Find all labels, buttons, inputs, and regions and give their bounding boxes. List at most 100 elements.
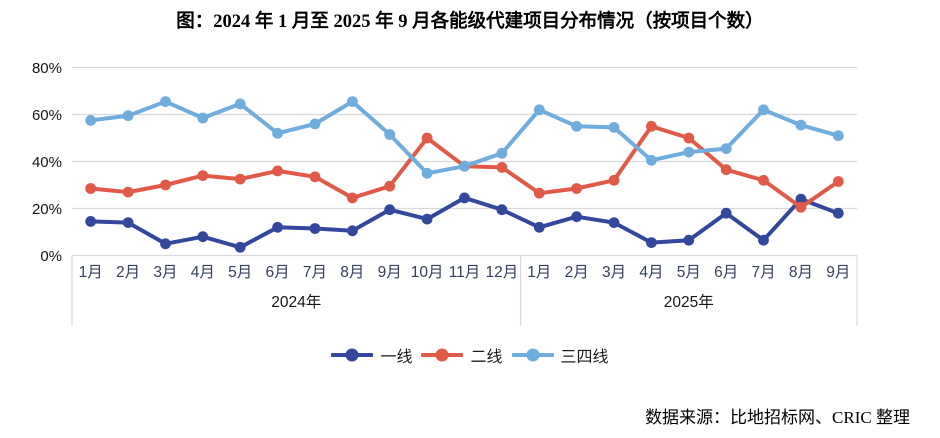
data-point-tier-3-4: [832, 130, 844, 142]
data-point-tier-1: [421, 213, 433, 225]
data-point-tier-1: [758, 234, 769, 246]
x-axis-month-label: 10月: [411, 264, 444, 281]
x-axis-month-label: 8月: [789, 264, 813, 281]
data-point-tier-2: [197, 170, 209, 182]
data-point-tier-1: [384, 204, 396, 216]
data-point-tier-1: [122, 217, 134, 229]
data-point-tier-3-4: [496, 147, 508, 159]
data-point-tier-2: [832, 176, 844, 187]
data-point-tier-1: [795, 193, 807, 205]
data-point-tier-1: [309, 223, 321, 234]
x-axis-year-label: 2025年: [664, 293, 714, 311]
data-point-tier-3-4: [646, 154, 657, 166]
data-point-tier-3-4: [533, 104, 545, 116]
data-point-tier-3-4: [272, 127, 283, 139]
data-point-tier-2: [533, 187, 545, 199]
legend-marker-tier-2: [421, 348, 464, 362]
data-point-tier-2: [795, 201, 807, 213]
x-axis-month-label: 12月: [486, 264, 519, 281]
data-point-tier-2: [720, 164, 732, 176]
data-point-tier-3-4: [571, 120, 582, 132]
x-axis-year-label: 2024年: [271, 293, 321, 311]
data-point-tier-1: [646, 237, 657, 249]
legend-item-tier-3-4: 三四线: [511, 343, 609, 367]
data-point-tier-3-4: [347, 96, 358, 107]
y-axis-tick-label: 40%: [32, 154, 62, 171]
y-axis-tick-label: 60%: [32, 107, 62, 124]
legend-marker-tier-1: [331, 348, 374, 362]
data-point-tier-2: [85, 183, 97, 194]
data-point-tier-2: [160, 179, 171, 191]
data-point-tier-3-4: [122, 110, 134, 122]
data-point-tier-1: [272, 221, 283, 233]
data-point-tier-3-4: [85, 115, 97, 126]
data-point-tier-1: [720, 207, 732, 219]
legend-label-tier-2: 二线: [470, 349, 503, 366]
x-axis-month-label: 11月: [449, 264, 481, 281]
data-point-tier-3-4: [758, 104, 769, 116]
data-point-tier-2: [496, 162, 508, 173]
chart-title: 图：2024 年 1 月至 2025 年 9 月各能级代建项目分布情况（按项目个…: [176, 12, 764, 32]
data-point-tier-2: [608, 174, 620, 186]
data-point-tier-2: [122, 186, 134, 198]
data-point-tier-3-4: [459, 160, 470, 172]
data-point-tier-3-4: [234, 98, 246, 110]
data-point-tier-3-4: [421, 167, 433, 179]
data-point-tier-1: [234, 241, 246, 253]
data-point-tier-3-4: [608, 122, 620, 133]
data-point-tier-2: [421, 132, 433, 144]
x-axis-month-label: 8月: [340, 264, 364, 281]
legend-marker-tier-3-4: [511, 348, 554, 362]
data-point-tier-2: [646, 120, 657, 132]
x-axis-month-label: 7月: [303, 264, 327, 281]
legend-label-tier-1: 一线: [380, 349, 413, 366]
x-axis-month-label: 5月: [228, 264, 252, 281]
x-axis-month-label: 9月: [826, 264, 850, 281]
x-axis-month-label: 6月: [266, 264, 290, 281]
data-point-tier-1: [533, 221, 545, 233]
data-point-tier-2: [683, 132, 695, 144]
data-point-tier-2: [234, 173, 246, 185]
y-axis-tick-label: 0%: [40, 248, 62, 265]
data-point-tier-1: [85, 216, 97, 227]
data-point-tier-1: [683, 234, 695, 246]
x-axis-month-label: 1月: [79, 264, 103, 281]
x-axis-month-label: 2月: [116, 264, 140, 281]
x-axis-month-label: 5月: [677, 264, 701, 281]
y-axis-tick-label: 20%: [32, 201, 62, 218]
data-point-tier-1: [160, 238, 171, 250]
data-point-tier-3-4: [197, 112, 209, 124]
x-axis-month-label: 3月: [153, 264, 177, 281]
data-point-tier-1: [459, 192, 470, 204]
data-point-tier-2: [347, 192, 358, 204]
legend-item-tier-1: 一线: [331, 343, 412, 367]
data-source-note: 数据来源：比地招标网、CRIC 整理: [645, 408, 910, 427]
data-point-tier-2: [272, 165, 283, 177]
data-point-tier-2: [309, 171, 321, 183]
legend-marker-dot-tier-1: [345, 348, 359, 362]
data-point-tier-3-4: [683, 146, 695, 158]
legend-item-tier-2: 二线: [421, 343, 503, 367]
data-point-tier-1: [832, 207, 844, 219]
data-point-tier-1: [571, 211, 582, 223]
x-axis-month-label: 1月: [527, 264, 551, 281]
chart-legend: 一线 二线 三四线: [0, 343, 940, 367]
y-axis-tick-label: 80%: [32, 60, 62, 77]
x-axis-month-label: 4月: [639, 264, 663, 281]
data-point-tier-1: [608, 217, 620, 229]
data-point-tier-3-4: [384, 129, 396, 140]
x-axis-month-label: 3月: [602, 264, 626, 281]
data-point-tier-1: [496, 204, 508, 216]
x-axis-month-label: 9月: [378, 264, 402, 281]
x-axis-month-label: 6月: [714, 264, 738, 281]
legend-marker-dot-tier-3-4: [526, 348, 539, 362]
data-point-tier-3-4: [795, 119, 807, 131]
data-point-tier-2: [758, 174, 769, 186]
x-axis-month-label: 4月: [191, 264, 215, 281]
legend-marker-dot-tier-2: [435, 348, 449, 362]
x-axis-month-label: 2月: [565, 264, 589, 281]
data-point-tier-2: [571, 183, 582, 194]
data-point-tier-3-4: [720, 143, 732, 155]
data-point-tier-1: [347, 225, 358, 237]
